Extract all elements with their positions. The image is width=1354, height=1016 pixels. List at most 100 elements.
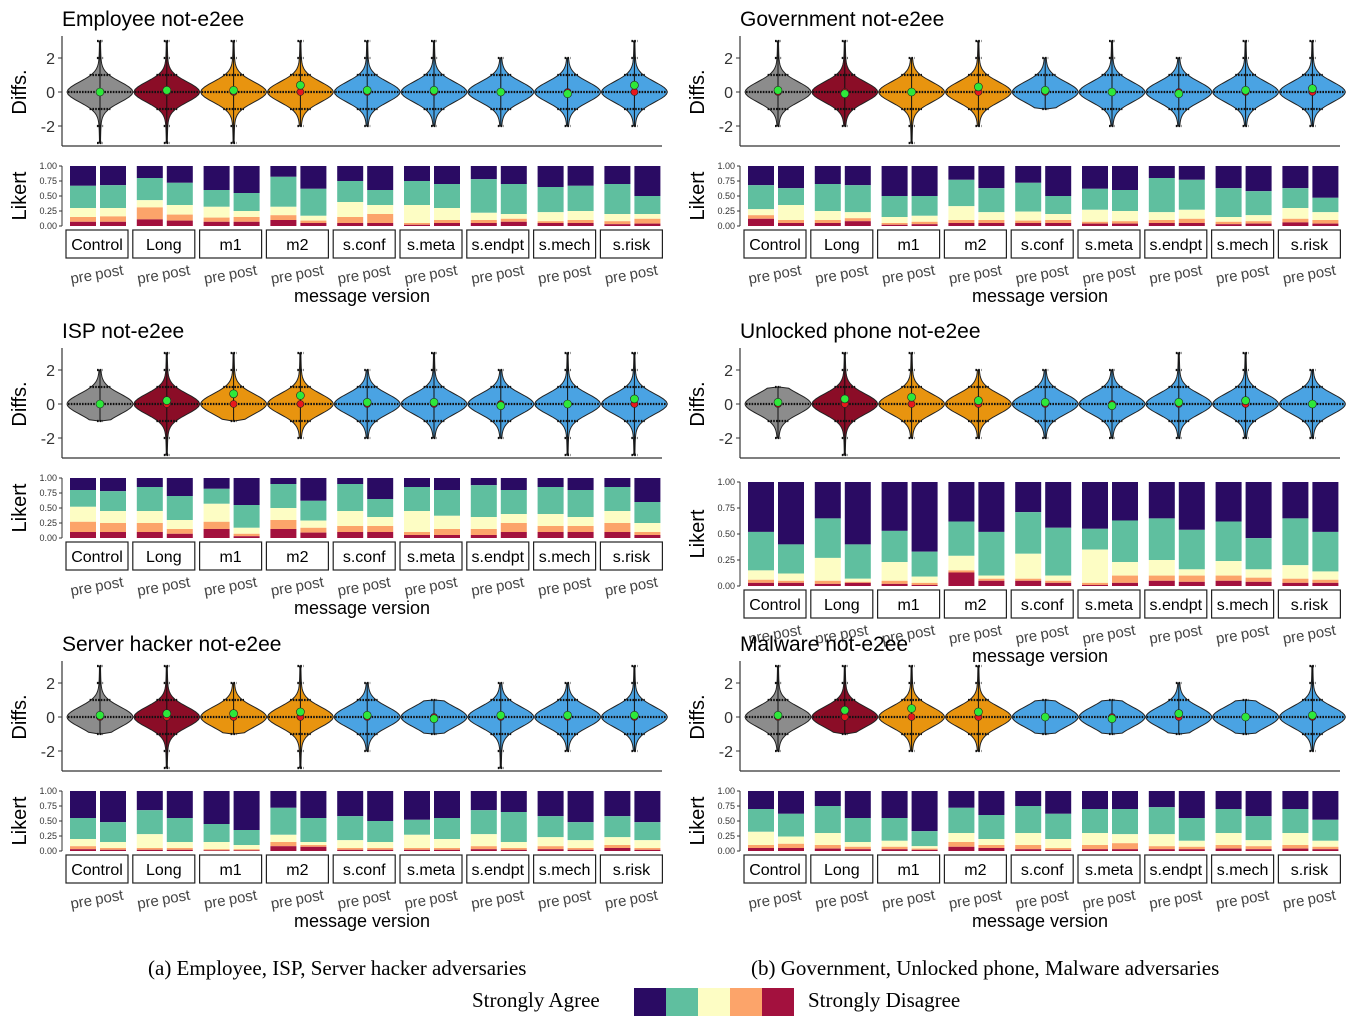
likert-segment: [634, 848, 660, 850]
likert-segment: [912, 585, 938, 586]
likert-segment: [1112, 562, 1138, 576]
likert-segment: [234, 193, 260, 211]
mean-point: [1175, 90, 1183, 98]
likert-segment: [300, 501, 326, 521]
likert-segment: [137, 532, 163, 538]
likert-segment: [204, 166, 230, 190]
likert-segment: [501, 848, 527, 850]
pre-label: pre: [1081, 267, 1105, 288]
mean-point: [497, 88, 505, 96]
likert-segment: [501, 514, 527, 523]
likert-segment: [367, 532, 393, 538]
likert-segment: [1149, 849, 1175, 851]
likert-segment: [815, 845, 841, 849]
likert-segment: [1112, 520, 1138, 562]
likert-segment: [882, 196, 908, 217]
likert-segment: [1179, 818, 1205, 841]
likert-segment: [815, 581, 841, 584]
likert-segment: [1045, 581, 1071, 583]
likert-segment: [634, 532, 660, 535]
mean-point: [96, 711, 104, 719]
likert-segment: [815, 223, 841, 226]
likert-segment: [204, 207, 230, 218]
likert-segment: [882, 166, 908, 196]
mean-point: [296, 392, 304, 400]
likert-segment: [748, 532, 774, 570]
likert-segment: [367, 478, 393, 499]
likert-segment: [1082, 809, 1108, 833]
median-point: [230, 401, 237, 408]
post-label: post: [428, 262, 460, 284]
likert-segment: [471, 791, 497, 810]
likert-segment: [948, 223, 974, 226]
likert-segment: [70, 522, 96, 532]
likert-segment: [1149, 581, 1175, 586]
likert-segment: [978, 220, 1004, 223]
likert-segment: [204, 489, 230, 504]
facet-label: s.risk: [613, 862, 651, 879]
likert-segment: [1246, 224, 1272, 226]
likert-segment: [568, 223, 594, 226]
likert-segment: [404, 487, 430, 511]
likert-segment: [1246, 215, 1272, 221]
diff-tick-label: 2: [724, 51, 733, 68]
pre-label: pre: [470, 267, 494, 288]
mean-point: [564, 400, 572, 408]
likert-segment: [634, 214, 660, 219]
likert-segment: [1082, 166, 1108, 189]
post-label: post: [905, 262, 937, 284]
likert-segment: [337, 217, 363, 223]
likert-segment: [100, 208, 126, 216]
likert-segment: [1312, 571, 1338, 579]
likert-segment: [270, 166, 296, 177]
mean-point: [1308, 711, 1316, 719]
likert-segment: [137, 848, 163, 850]
likert-segment: [568, 517, 594, 526]
likert-segment: [1246, 846, 1272, 849]
pre-label: pre: [203, 267, 227, 288]
facet-label: Control: [749, 237, 801, 254]
likert-segment: [501, 812, 527, 842]
post-label: post: [905, 622, 937, 644]
likert-segment: [1312, 198, 1338, 212]
mean-point: [430, 715, 438, 723]
facet-label: m1: [219, 237, 241, 254]
likert-segment: [1312, 224, 1338, 226]
likert-segment: [270, 220, 296, 226]
likert-segment: [978, 581, 1004, 586]
likert-segment: [538, 487, 564, 514]
likert-axis-label: Likert: [9, 796, 31, 845]
mean-point: [230, 710, 238, 718]
post-label: post: [94, 887, 126, 909]
likert-segment: [1312, 212, 1338, 220]
facet-label: m2: [964, 862, 986, 879]
likert-segment: [604, 214, 630, 221]
mean-point: [163, 86, 171, 94]
likert-segment: [815, 584, 841, 586]
post-label: post: [1239, 262, 1271, 284]
likert-segment: [404, 223, 430, 225]
likert-segment: [1282, 845, 1308, 849]
likert-segment: [568, 848, 594, 850]
likert-segment: [1149, 560, 1175, 576]
likert-segment: [137, 478, 163, 487]
likert-axis-label: Likert: [687, 509, 709, 558]
likert-segment: [471, 213, 497, 220]
caption-b: (b) Government, Unlocked phone, Malware …: [751, 956, 1219, 981]
likert-segment: [845, 849, 871, 851]
pre-label: pre: [203, 892, 227, 913]
likert-segment: [501, 166, 527, 184]
pre-label: pre: [947, 267, 971, 288]
facet-label: s.risk: [1291, 862, 1329, 879]
likert-segment: [1045, 223, 1071, 226]
likert-segment: [604, 532, 630, 538]
post-label: post: [294, 574, 326, 596]
likert-segment: [815, 849, 841, 851]
likert-segment: [1282, 208, 1308, 219]
likert-segment: [1282, 482, 1308, 518]
likert-segment: [1179, 180, 1205, 210]
likert-segment: [538, 816, 564, 837]
x-axis-label: message version: [294, 598, 430, 618]
diff-axis-label: Diffs.: [687, 381, 709, 426]
likert-segment: [1149, 791, 1175, 807]
